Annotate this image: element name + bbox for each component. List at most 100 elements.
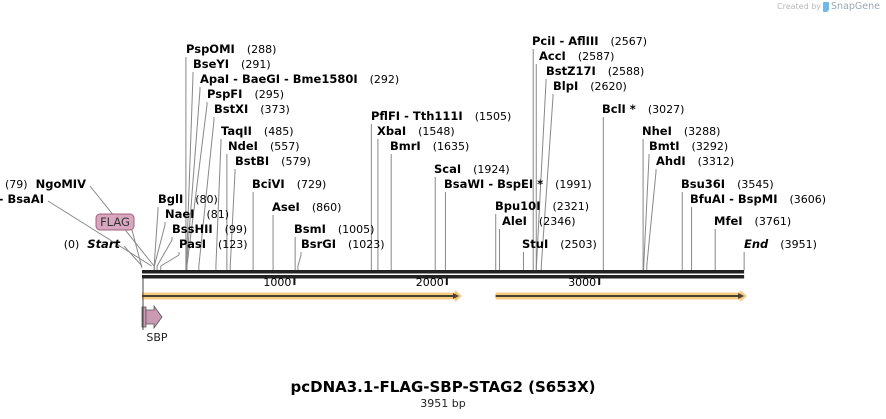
enzyme-site[interactable]: AccI (2587) [539, 49, 614, 63]
enzyme-name[interactable]: BstZ17I [546, 64, 596, 78]
enzyme-name[interactable]: BlpI [553, 79, 578, 93]
enzyme-name[interactable]: BclI * [602, 102, 636, 116]
sbp-arrow-icon[interactable] [145, 304, 163, 330]
enzyme-site[interactable]: NgoMIV (79) [5, 177, 86, 191]
credit-brand: SnapGene [831, 1, 880, 12]
enzyme-site[interactable]: StuI (2503) [522, 237, 597, 251]
enzyme-site[interactable]: BfuAI - BspMI (3606) [690, 192, 826, 206]
enzyme-site[interactable]: BsaWI - BspEI * (1991) [444, 177, 592, 191]
enzyme-site[interactable]: PasI (123) [179, 237, 248, 251]
enzyme-site[interactable]: BlpI (2620) [553, 79, 627, 93]
enzyme-site[interactable]: NaeI (81) [165, 207, 229, 221]
enzyme-name[interactable]: BssHII [172, 222, 213, 236]
enzyme-site[interactable]: BmtI (3292) [649, 139, 728, 153]
enzyme-site[interactable]: Start (0) [64, 237, 121, 251]
enzyme-site[interactable]: End (3951) [744, 237, 817, 251]
orf-arrow[interactable] [495, 290, 748, 302]
enzyme-position: (3312) [698, 155, 735, 168]
enzyme-site[interactable]: NdeI (557) [228, 139, 300, 153]
enzyme-site[interactable]: XbaI (1548) [377, 124, 455, 138]
enzyme-name[interactable]: End [744, 237, 769, 251]
enzyme-name[interactable]: BfuAI - BspMI [690, 192, 777, 206]
enzyme-position: (2587) [578, 50, 615, 63]
enzyme-name[interactable]: NheI [642, 124, 672, 138]
enzyme-position: (1505) [475, 110, 512, 123]
enzyme-name[interactable]: ScaI [434, 162, 461, 176]
enzyme-site[interactable]: ScaI (1924) [434, 162, 510, 176]
enzyme-site[interactable]: PspFI (295) [207, 87, 284, 101]
enzyme-position: (1005) [338, 223, 375, 236]
enzyme-name[interactable]: BmrI [390, 139, 421, 153]
enzyme-name[interactable]: NaeI [165, 207, 194, 221]
enzyme-name[interactable]: PasI [179, 237, 206, 251]
enzyme-site[interactable]: NheI (3288) [642, 124, 720, 138]
enzyme-site[interactable]: BsmI (1005) [294, 222, 374, 236]
enzyme-position: (1991) [555, 178, 592, 191]
enzyme-site[interactable]: BglI (80) [158, 192, 218, 206]
enzyme-site[interactable]: PmlI - BsaAI(63) [0, 192, 44, 206]
enzyme-site[interactable]: PflFI - Tth111I (1505) [371, 109, 511, 123]
enzyme-name[interactable]: XbaI [377, 124, 406, 138]
enzyme-name[interactable]: BstBI [235, 154, 269, 168]
enzyme-position: (557) [270, 140, 300, 153]
enzyme-site[interactable]: BstZ17I (2588) [546, 64, 644, 78]
enzyme-site[interactable]: ApaI - BaeGI - Bme1580I (292) [200, 72, 399, 86]
enzyme-name[interactable]: BsmI [294, 222, 326, 236]
enzyme-name[interactable]: TaqII [221, 124, 252, 138]
enzyme-name[interactable]: Bpu10I [495, 199, 540, 213]
enzyme-site[interactable]: BsrGI (1023) [301, 237, 385, 251]
backbone-bottom-strand [142, 275, 745, 279]
enzyme-name[interactable]: ApaI - BaeGI - Bme1580I [200, 72, 358, 86]
enzyme-site[interactable]: BciVI (729) [252, 177, 326, 191]
flag-feature[interactable]: FLAG [95, 213, 143, 269]
enzyme-name[interactable]: PspOMI [186, 42, 235, 56]
enzyme-name[interactable]: StuI [522, 237, 548, 251]
enzyme-name[interactable]: AseI [272, 200, 300, 214]
enzyme-position: (485) [264, 125, 294, 138]
enzyme-site[interactable]: BmrI (1635) [390, 139, 469, 153]
enzyme-site[interactable]: TaqII (485) [221, 124, 294, 138]
enzyme-site[interactable]: BstXI (373) [214, 102, 290, 116]
enzyme-position: (0) [64, 238, 80, 251]
enzyme-site[interactable]: MfeI (3761) [714, 214, 791, 228]
orf-arrow[interactable] [142, 290, 462, 302]
enzyme-name[interactable]: Start [87, 237, 120, 251]
map-title: pcDNA3.1-FLAG-SBP-STAG2 (S653X) [290, 378, 596, 396]
enzyme-site[interactable]: BssHII (99) [172, 222, 247, 236]
flag-feature-box[interactable] [95, 213, 135, 231]
enzyme-position: (2588) [608, 65, 645, 78]
enzyme-name[interactable]: Bsu36I [681, 177, 725, 191]
enzyme-name[interactable]: PflFI - Tth111I [371, 109, 463, 123]
enzyme-name[interactable]: PmlI - BsaAI [0, 192, 44, 206]
enzyme-name[interactable]: PciI - AflIII [532, 34, 599, 48]
enzyme-site[interactable]: Bpu10I (2321) [495, 199, 589, 213]
enzyme-name[interactable]: BseYI [193, 57, 229, 71]
enzyme-name[interactable]: NdeI [228, 139, 258, 153]
enzyme-site[interactable]: BclI * (3027) [602, 102, 684, 116]
sbp-feature-label: SBP [146, 331, 168, 344]
enzyme-labels: Start (0) PmlI - BsaAI(63)NgoMIV (79) BglI (8… [0, 34, 826, 251]
enzyme-name[interactable]: PspFI [207, 87, 242, 101]
enzyme-site[interactable]: PspOMI (288) [186, 42, 276, 56]
enzyme-name[interactable]: BsrGI [301, 237, 336, 251]
enzyme-site[interactable]: BstBI (579) [235, 154, 311, 168]
enzyme-position: (2567) [611, 35, 648, 48]
enzyme-name[interactable]: BmtI [649, 139, 680, 153]
enzyme-name[interactable]: BsaWI - BspEI * [444, 177, 543, 191]
enzyme-name[interactable]: NgoMIV [36, 177, 86, 191]
enzyme-name[interactable]: AleI [502, 214, 527, 228]
enzyme-name[interactable]: AhdI [656, 154, 686, 168]
enzyme-site[interactable]: AseI (860) [272, 200, 341, 214]
enzyme-name[interactable]: BglI [158, 192, 183, 206]
enzyme-site[interactable]: Bsu36I (3545) [681, 177, 774, 191]
enzyme-site[interactable]: AhdI (3312) [656, 154, 734, 168]
enzyme-name[interactable]: AccI [539, 49, 566, 63]
enzyme-name[interactable]: BciVI [252, 177, 285, 191]
enzyme-name[interactable]: BstXI [214, 102, 248, 116]
enzyme-site[interactable]: AleI (2346) [502, 214, 576, 228]
enzyme-site[interactable]: PciI - AflIII (2567) [532, 34, 647, 48]
enzyme-name[interactable]: MfeI [714, 214, 743, 228]
enzyme-position: (291) [241, 58, 271, 71]
sbp-feature[interactable]: SBP [141, 278, 168, 344]
enzyme-site[interactable]: BseYI (291) [193, 57, 271, 71]
